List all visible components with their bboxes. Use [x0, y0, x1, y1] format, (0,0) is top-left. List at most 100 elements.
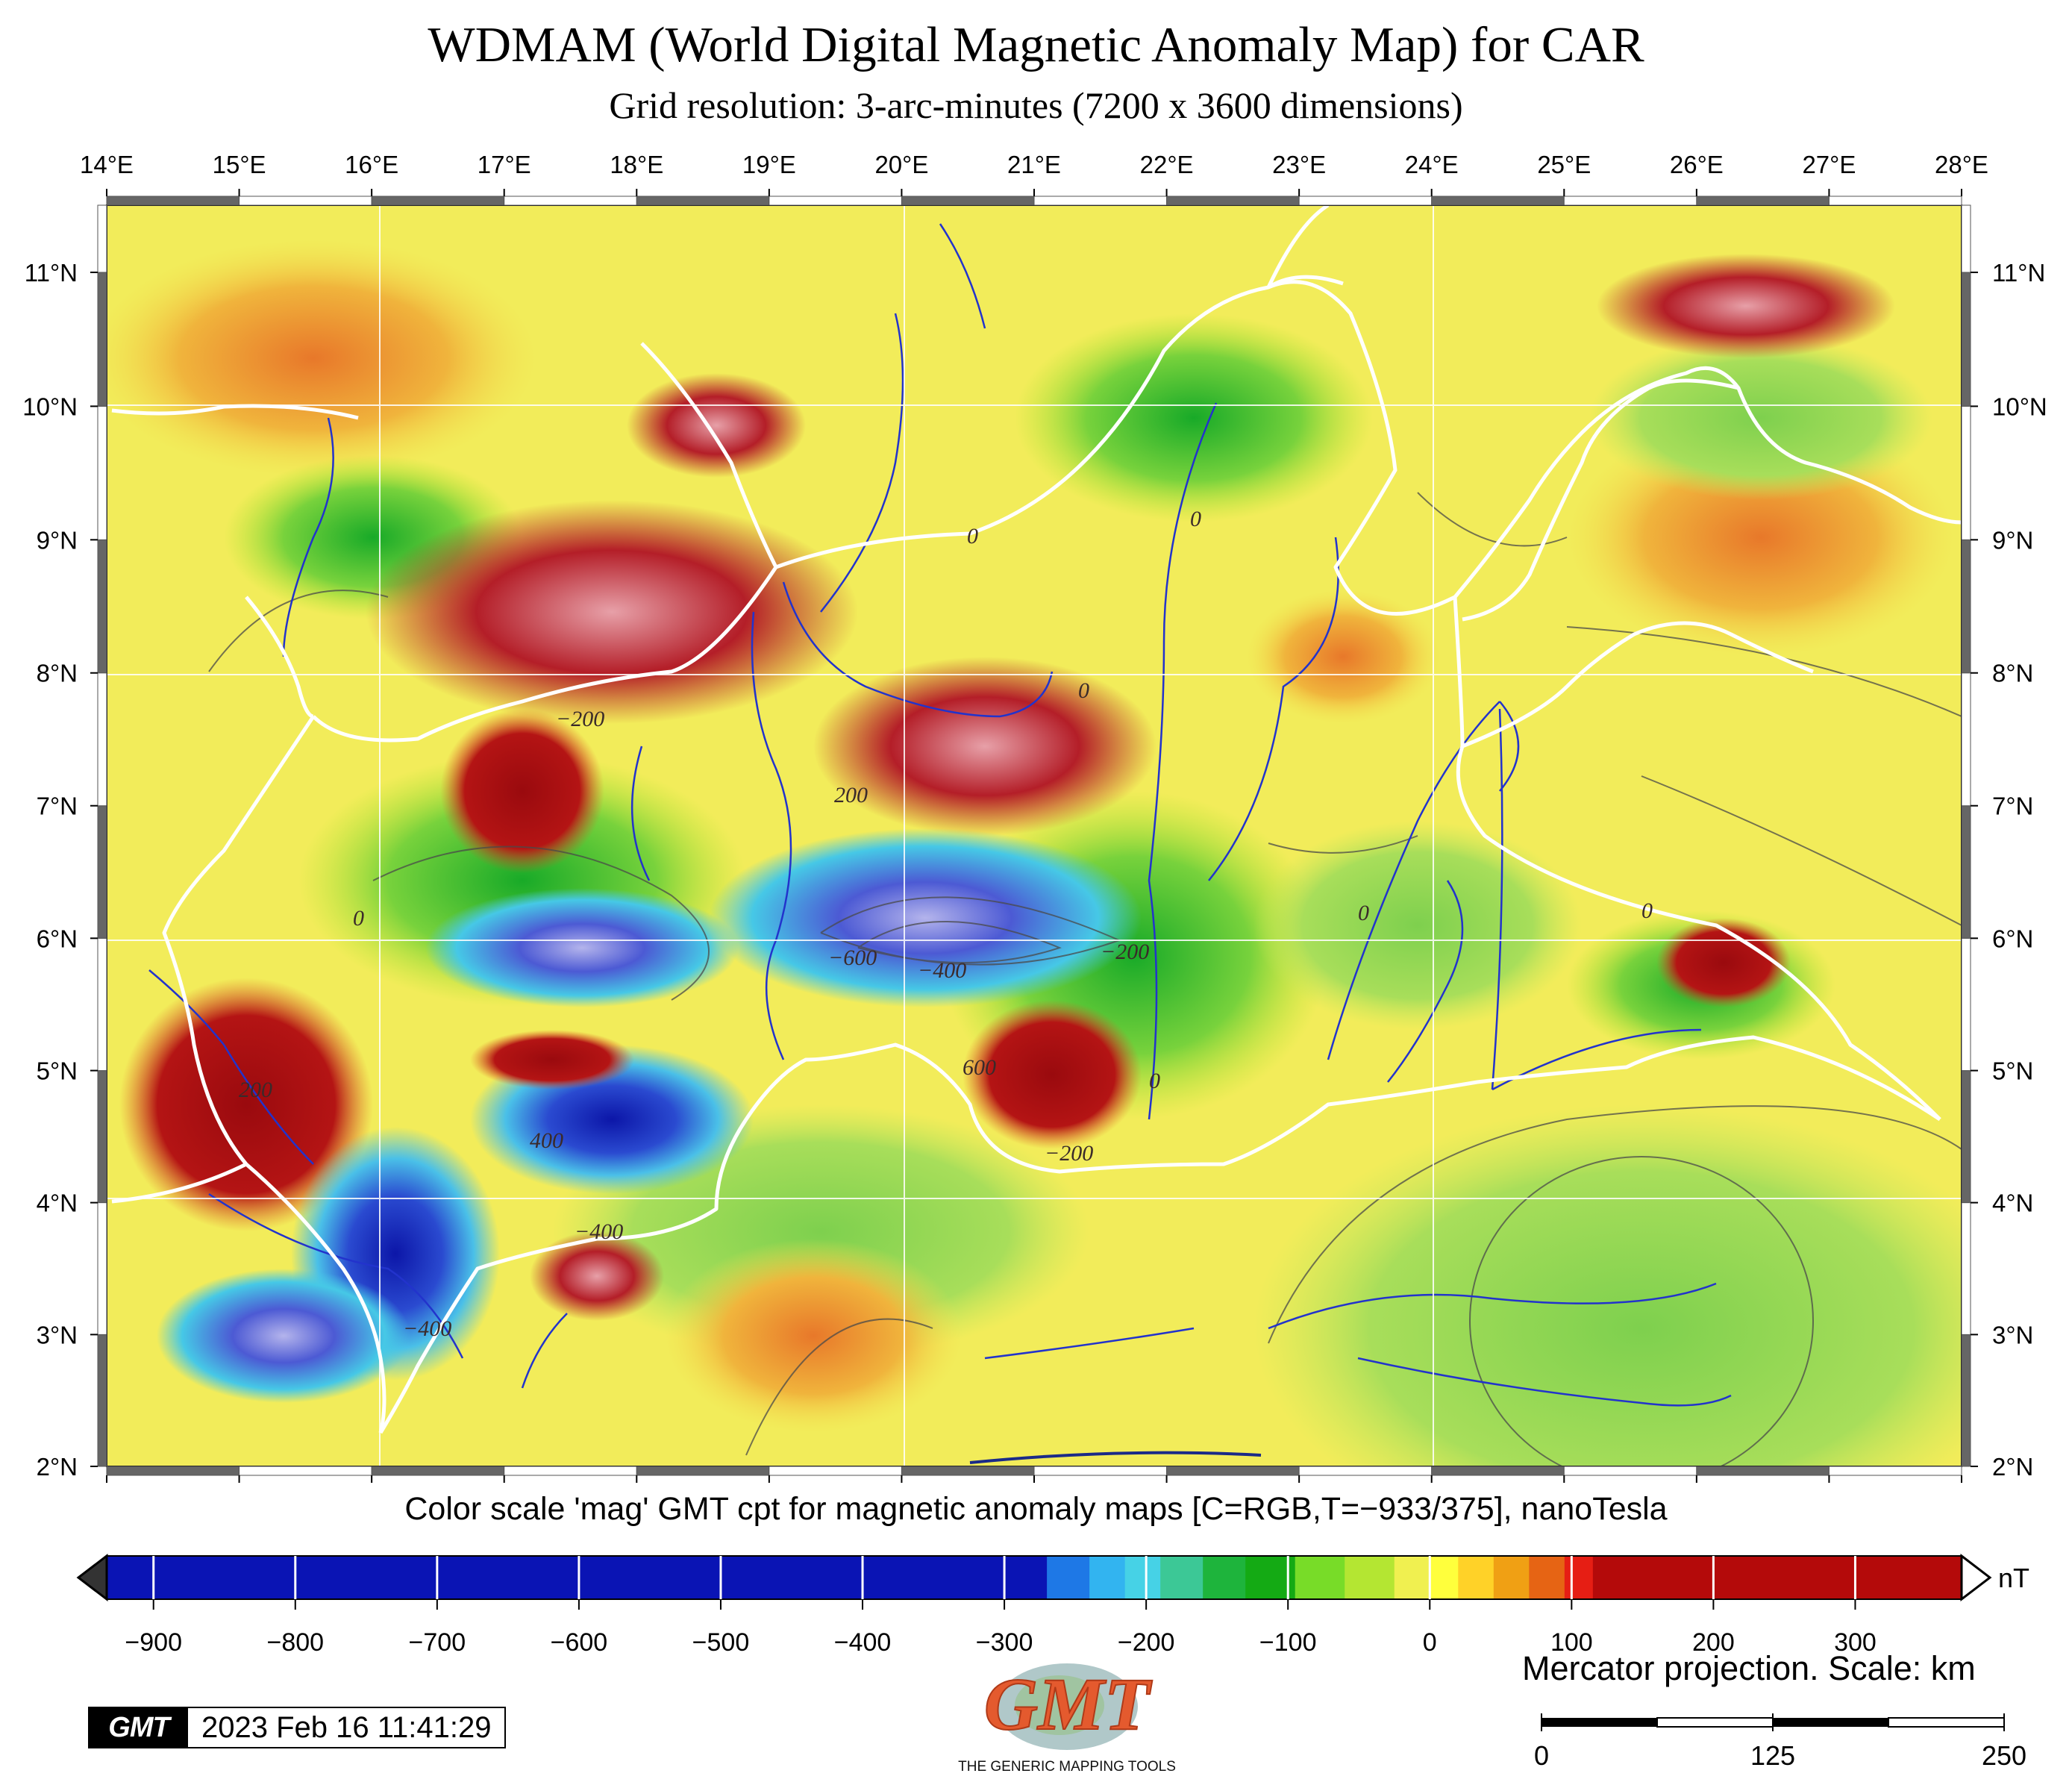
lon-label: 14°E	[80, 151, 134, 178]
lat-label-right: 7°N	[1992, 793, 2033, 820]
lon-label: 22°E	[1140, 151, 1194, 178]
contour-label: 200	[834, 783, 868, 807]
contour-label: −400	[575, 1219, 623, 1244]
colorbar-segment	[1295, 1556, 1345, 1599]
colorbar-tick-label: −600	[551, 1628, 608, 1657]
map-subtitle: Grid resolution: 3-arc-minutes (7200 x 3…	[609, 84, 1463, 126]
lat-label-right: 2°N	[1992, 1453, 2033, 1481]
contour-label: −600	[828, 945, 877, 970]
colorbar-segment	[1203, 1556, 1246, 1599]
contour-label: 0	[1358, 901, 1369, 925]
lat-label-left: 8°N	[37, 660, 78, 687]
colorbar-tick-label: 100	[1550, 1628, 1593, 1657]
contour-label: 200	[239, 1078, 272, 1102]
lon-label: 17°E	[478, 151, 531, 178]
scale-bar: 0 125 250	[1534, 1713, 2026, 1771]
borders	[111, 205, 1962, 1434]
colorbar-tick-label: −400	[834, 1628, 892, 1657]
rivers	[148, 223, 1732, 1464]
lon-label: 25°E	[1537, 151, 1591, 178]
colorbar-segment	[1458, 1556, 1494, 1599]
colorbar-segment	[1592, 1556, 1962, 1599]
colorbar-segment	[1018, 1556, 1048, 1599]
contour-label: 600	[963, 1055, 996, 1080]
lat-label-left: 2°N	[37, 1453, 78, 1481]
lat-label-left: 9°N	[37, 526, 78, 554]
colorbar-segment	[1564, 1556, 1594, 1599]
lon-label: 18°E	[610, 151, 663, 178]
timestamp-date: 2023 Feb 16 11:41:29	[188, 1708, 505, 1747]
colorbar-tick-label: −900	[125, 1628, 182, 1657]
latitude-labels: 2°N 2°N 3°N 3°N 4°N 4°N 5°N 5°N 6°N 6°N 7°N 7°N 8°N 8…	[22, 259, 2047, 1481]
colorbar-segment	[1047, 1556, 1090, 1599]
colorbar-tick-label: −200	[1118, 1628, 1175, 1657]
colorbar-tick-label: 0	[1423, 1628, 1437, 1657]
colorbar-tick-label: −700	[409, 1628, 466, 1657]
colorbar-segment	[1394, 1556, 1430, 1599]
lon-label: 23°E	[1272, 151, 1326, 178]
gmt-logo-caption: THE GENERIC MAPPING TOOLS	[958, 1759, 1176, 1775]
lat-label-left: 7°N	[37, 793, 78, 820]
colorbar-tick-label: −500	[692, 1628, 750, 1657]
contour-labels: 0 0 0 0 0 0 0 −200 −200 −400 −600 200 20…	[239, 507, 1653, 1341]
lat-label-left: 11°N	[25, 259, 78, 287]
colorbar-tick-label: −100	[1259, 1628, 1317, 1657]
colorbar	[76, 1553, 1992, 1602]
lat-label-left: 3°N	[37, 1321, 78, 1348]
timestamp-box: GMT 2023 Feb 16 11:41:29	[88, 1707, 507, 1748]
lon-label: 19°E	[742, 151, 796, 178]
lon-label: 16°E	[345, 151, 398, 178]
lat-label-right: 10°N	[1992, 393, 2047, 420]
lon-label: 21°E	[1007, 151, 1061, 178]
colorbar-segment	[107, 1556, 1019, 1599]
scale-label-125: 125	[1750, 1740, 1795, 1771]
colorbar-segment	[1529, 1556, 1565, 1599]
lat-label-right: 4°N	[1992, 1190, 2033, 1217]
colorbar-low-triangle	[76, 1553, 108, 1602]
contour-label: 0	[1078, 678, 1089, 703]
colorbar-tick-label: −800	[266, 1628, 324, 1657]
lat-label-left: 6°N	[37, 925, 78, 952]
colorbar-segment	[1160, 1556, 1204, 1599]
colorbar-unit: nT	[1998, 1563, 2029, 1593]
longitude-labels: 14°E 15°E 16°E 17°E 18°E 19°E 20°E 21°E 22°E 23°E…	[80, 151, 1988, 1483]
lat-label-left: 10°N	[22, 393, 78, 420]
lat-label-right: 8°N	[1992, 660, 2033, 687]
contour-label: −200	[1045, 1141, 1093, 1166]
colorbar-segment	[1345, 1556, 1395, 1599]
lon-label: 15°E	[213, 151, 266, 178]
anomaly-grid	[107, 205, 1962, 1466]
lat-label-left: 5°N	[37, 1057, 78, 1085]
contour-label: −400	[403, 1316, 451, 1341]
lon-label: 20°E	[874, 151, 928, 178]
scale-label-0: 0	[1534, 1740, 1549, 1771]
colorbar-tick-labels: −900 −800 −700 −600 −500 −400 −300 −200 −100 0 100…	[125, 1556, 1877, 1657]
contour-label: −200	[556, 707, 604, 731]
contour-label: −400	[918, 958, 966, 983]
contour-label: 0	[967, 524, 978, 548]
gmt-stamp-logo: GMT	[90, 1708, 188, 1747]
map-title: WDMAM (World Digital Magnetic Anomaly Ma…	[428, 17, 1644, 72]
scale-label-250: 250	[1982, 1740, 2026, 1771]
colorbar-caption: Color scale 'mag' GMT cpt for magnetic a…	[404, 1491, 1668, 1527]
lon-label: 24°E	[1405, 151, 1459, 178]
projection-note: Mercator projection. Scale: km	[1522, 1649, 1976, 1687]
contour-label: −200	[1101, 940, 1149, 964]
lat-label-right: 5°N	[1992, 1057, 2033, 1085]
colorbar-tick-label: −300	[976, 1628, 1033, 1657]
lon-label: 27°E	[1802, 151, 1856, 178]
colorbar-segment	[1089, 1556, 1126, 1599]
lat-label-right: 3°N	[1992, 1321, 2033, 1348]
lat-label-right: 11°N	[1992, 259, 2045, 287]
lon-label: 28°E	[1935, 151, 1988, 178]
gmt-logo-text: GMT	[984, 1663, 1153, 1745]
contour-label: 0	[1641, 898, 1653, 923]
contour-label: 400	[530, 1128, 563, 1153]
colorbar-segment	[1430, 1556, 1459, 1599]
lat-label-right: 9°N	[1992, 526, 2033, 554]
lon-label: 26°E	[1670, 151, 1724, 178]
lat-label-right: 6°N	[1992, 925, 2033, 952]
colorbar-tick-label: 200	[1692, 1628, 1735, 1657]
colorbar-segment	[1124, 1556, 1161, 1599]
